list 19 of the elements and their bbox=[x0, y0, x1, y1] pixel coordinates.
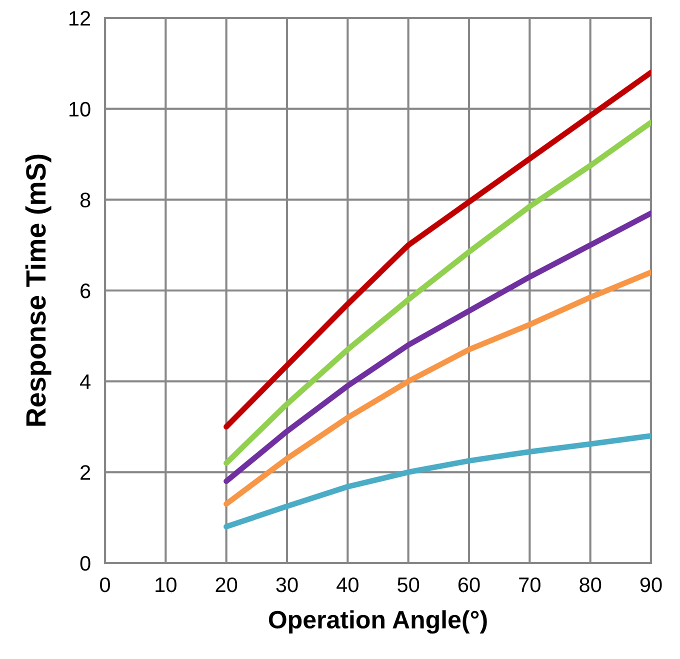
x-tick-label: 50 bbox=[398, 577, 420, 592]
x-tick-label: 90 bbox=[640, 577, 662, 592]
x-tick-label: 40 bbox=[336, 577, 358, 592]
y-tick-label: 0 bbox=[80, 556, 90, 571]
x-tick-label: 0 bbox=[100, 577, 110, 592]
x-tick-label: 70 bbox=[519, 577, 540, 592]
y-tick-label: 6 bbox=[80, 284, 90, 298]
x-tick-label: 30 bbox=[276, 577, 298, 592]
y-tick-label: 10 bbox=[70, 102, 90, 117]
y-axis-title: Response Time (mS) bbox=[25, 154, 52, 426]
y-tick-label: 8 bbox=[80, 192, 90, 208]
y-tick-label: 2 bbox=[80, 465, 90, 480]
y-tick-label: 4 bbox=[80, 374, 90, 389]
x-axis-title: Operation Angle(°) bbox=[268, 610, 487, 634]
x-tick-label: 20 bbox=[216, 577, 238, 592]
x-tick-label: 10 bbox=[156, 577, 176, 592]
x-tick-label: 60 bbox=[458, 577, 480, 592]
x-tick-label: 80 bbox=[580, 577, 602, 592]
y-tick-label: 12 bbox=[70, 11, 90, 26]
